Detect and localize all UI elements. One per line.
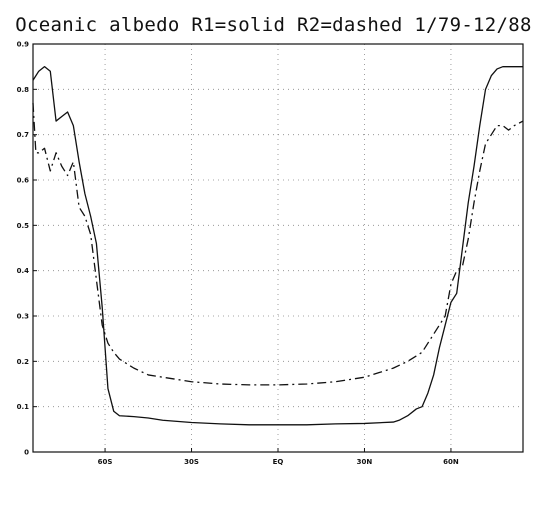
series-line-dashed <box>32 102 524 386</box>
y-tick-label: 0.2 <box>17 358 30 366</box>
x-tick-label: 60S <box>98 458 113 466</box>
chart-title: Oceanic albedo R1=solid R2=dashed 1/79-1… <box>15 14 532 36</box>
y-tick-label: 0.7 <box>17 131 30 139</box>
y-tick-label: 0.8 <box>17 86 30 94</box>
axis-ticks: 0 0.1 0.2 0.3 0.4 0.5 0.6 0.7 0.8 0.9 60S 30S EQ 30N 6… <box>17 41 459 467</box>
y-tick-label: 0.6 <box>17 177 30 185</box>
y-tick-label: 0 <box>24 449 29 457</box>
grid-lines <box>33 44 523 452</box>
y-tick-label: 0.5 <box>17 222 30 230</box>
plot-frame <box>32 43 524 453</box>
series-line-solid <box>32 66 523 426</box>
x-tick-label: 30S <box>184 458 199 466</box>
y-tick-label: 0.3 <box>17 313 30 321</box>
series-lines <box>32 66 524 426</box>
x-tick-label: 60N <box>443 458 459 466</box>
y-tick-label: 0.4 <box>17 267 30 275</box>
y-tick-label: 0.1 <box>17 403 30 411</box>
x-tick-label: EQ <box>273 458 284 466</box>
y-tick-label: 0.9 <box>17 41 30 49</box>
x-tick-label: 30N <box>357 458 373 466</box>
